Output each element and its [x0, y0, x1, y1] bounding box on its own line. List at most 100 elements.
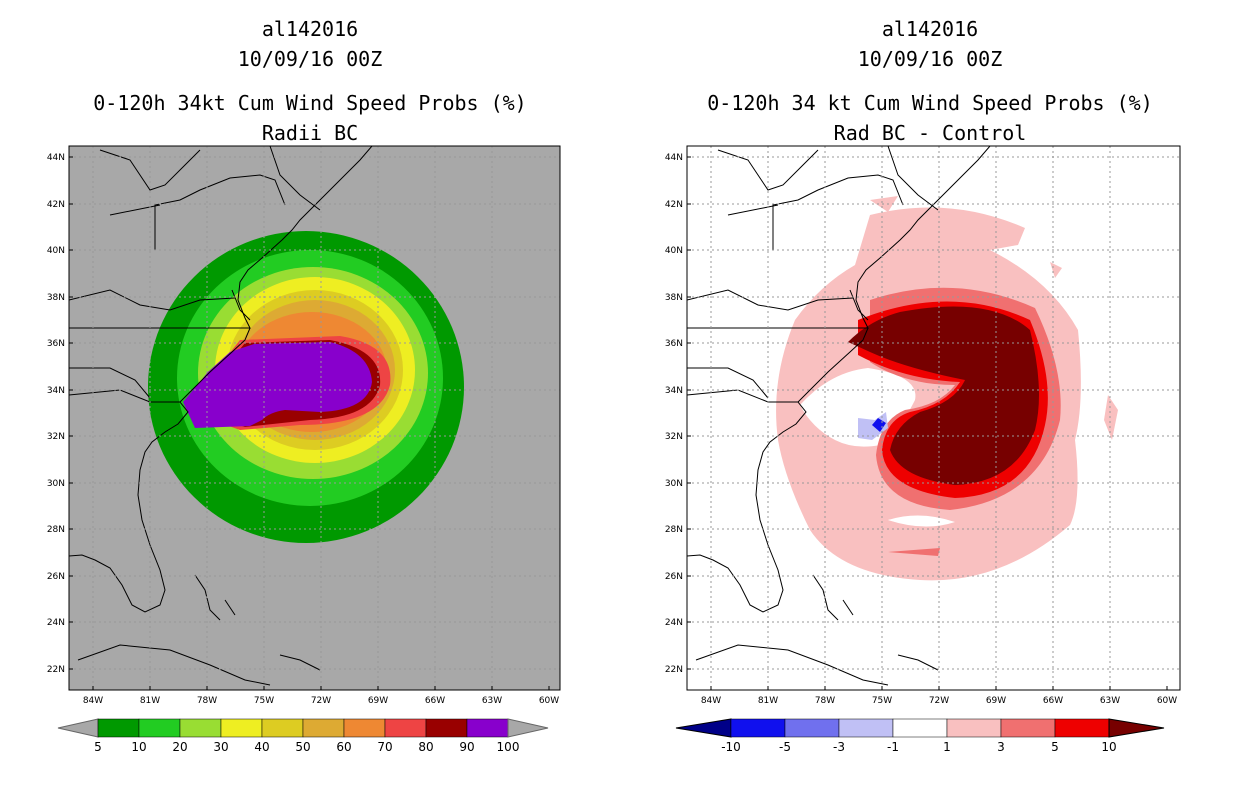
colorbar-label: 10: [1101, 740, 1116, 754]
right-lat-label: 34N: [665, 386, 683, 396]
right-lon-label: 66W: [1043, 696, 1063, 706]
right-lon-label: 81W: [758, 696, 778, 706]
diff-contour-1-patch-east: [1104, 395, 1118, 440]
colorbar-swatch: [384, 718, 427, 738]
colorbar-label: 3: [997, 740, 1005, 754]
colorbar-swatch: [302, 718, 345, 738]
colorbar-label: 30: [213, 740, 228, 754]
right-subtitle: Rad BC - Control: [833, 121, 1027, 145]
right-lat-label: 28N: [665, 525, 683, 535]
right-map: [686, 145, 1181, 691]
axis-ticks: 44N 42N 40N 38N 36N 34N 32N 30N 28N 26N 24N 22N 84W 8…: [47, 153, 1177, 706]
right-lon-label: 63W: [1100, 696, 1120, 706]
right-colorbar: -10 -5 -3 -1 1 3 5 10: [675, 718, 1165, 754]
left-lon-label: 63W: [482, 696, 502, 706]
left-lon-label: 75W: [254, 696, 274, 706]
left-subtitle: Radii BC: [261, 121, 359, 145]
colorbar-swatch: [425, 718, 468, 738]
right-lon-label: 72W: [929, 696, 949, 706]
colorbar-high-arrow: [507, 718, 549, 738]
colorbar-label: 80: [418, 740, 433, 754]
left-date: 10/09/16 00Z: [237, 47, 383, 71]
left-lon-label: 84W: [83, 696, 103, 706]
left-lat-label: 40N: [47, 246, 65, 256]
left-lat-label: 36N: [47, 339, 65, 349]
colorbar-label: 40: [254, 740, 269, 754]
right-lat-label: 40N: [665, 246, 683, 256]
diff-contour-3-patch: [888, 548, 940, 556]
colorbar-swatch: [179, 718, 222, 738]
colorbar-label: -5: [779, 740, 791, 754]
left-lat-label: 28N: [47, 525, 65, 535]
prob-contour-90: [183, 342, 372, 428]
colorbar-swatch: [1054, 718, 1110, 738]
diff-zero-patch: [888, 515, 955, 527]
left-lon-label: 60W: [539, 696, 559, 706]
colorbar-label: 20: [172, 740, 187, 754]
left-lat-label: 22N: [47, 665, 65, 675]
right-lon-label: 69W: [986, 696, 1006, 706]
colorbar-label: 70: [377, 740, 392, 754]
colorbar-label: -3: [833, 740, 845, 754]
left-map-frame: [68, 145, 561, 691]
left-lat-label: 24N: [47, 618, 65, 628]
right-gridlines: [687, 146, 1180, 690]
colorbar-label: 60: [336, 740, 351, 754]
left-lat-label: 32N: [47, 432, 65, 442]
right-product-title: 0-120h 34 kt Cum Wind Speed Probs (%): [707, 91, 1153, 115]
colorbar-label: 1: [943, 740, 951, 754]
colorbar-swatch: [261, 718, 304, 738]
colorbar-label: 90: [459, 740, 474, 754]
colorbar-label: 50: [295, 740, 310, 754]
diff-contour-10: [848, 306, 1039, 485]
left-lon-label: 69W: [368, 696, 388, 706]
right-lat-label: 36N: [665, 339, 683, 349]
left-product-title: 0-120h 34kt Cum Wind Speed Probs (%): [93, 91, 527, 115]
colorbar-swatch: [466, 718, 509, 738]
colorbar-swatch: [220, 718, 263, 738]
colorbar-label: -10: [721, 740, 741, 754]
left-coastlines: [69, 146, 373, 686]
colorbar-low-arrow: [57, 718, 99, 738]
colorbar-label: 5: [1051, 740, 1059, 754]
left-lon-label: 81W: [140, 696, 160, 706]
right-lon-label: 60W: [1157, 696, 1177, 706]
left-map: [68, 145, 561, 691]
colorbar-swatch: [784, 718, 840, 738]
right-lat-label: 32N: [665, 432, 683, 442]
right-lon-label: 75W: [872, 696, 892, 706]
right-lat-label: 30N: [665, 479, 683, 489]
left-lat-label: 30N: [47, 479, 65, 489]
colorbar-swatch: [1000, 718, 1056, 738]
right-lat-label: 22N: [665, 665, 683, 675]
colorbar-swatch: [946, 718, 1002, 738]
left-lat-label: 44N: [47, 153, 65, 163]
left-storm-id: al142016: [261, 17, 359, 41]
right-lat-label: 44N: [665, 153, 683, 163]
right-lat-label: 26N: [665, 572, 683, 582]
colorbar-swatch: [892, 718, 948, 738]
left-gridlines: [69, 146, 560, 690]
diff-contour-neg1: [858, 412, 888, 440]
colorbar-swatch: [343, 718, 386, 738]
colorbar-swatch: [838, 718, 894, 738]
colorbar-label: 5: [94, 740, 102, 754]
right-lat-label: 42N: [665, 200, 683, 210]
left-lon-label: 78W: [197, 696, 217, 706]
left-colorbar: 5 10 20 30 40 50 60 70 80 90 100: [57, 718, 549, 754]
right-lat-label: 38N: [665, 293, 683, 303]
colorbar-swatch: [730, 718, 786, 738]
right-lon-label: 78W: [815, 696, 835, 706]
left-lat-label: 42N: [47, 200, 65, 210]
right-lon-label: 84W: [701, 696, 721, 706]
colorbar-label: -1: [887, 740, 899, 754]
right-lat-label: 24N: [665, 618, 683, 628]
left-lon-label: 66W: [425, 696, 445, 706]
colorbar-swatch: [97, 718, 140, 738]
colorbar-label: 10: [131, 740, 146, 754]
colorbar-label: 100: [497, 740, 520, 754]
left-lat-label: 26N: [47, 572, 65, 582]
colorbar-high-arrow: [1108, 718, 1165, 738]
right-coastlines: [687, 146, 991, 686]
